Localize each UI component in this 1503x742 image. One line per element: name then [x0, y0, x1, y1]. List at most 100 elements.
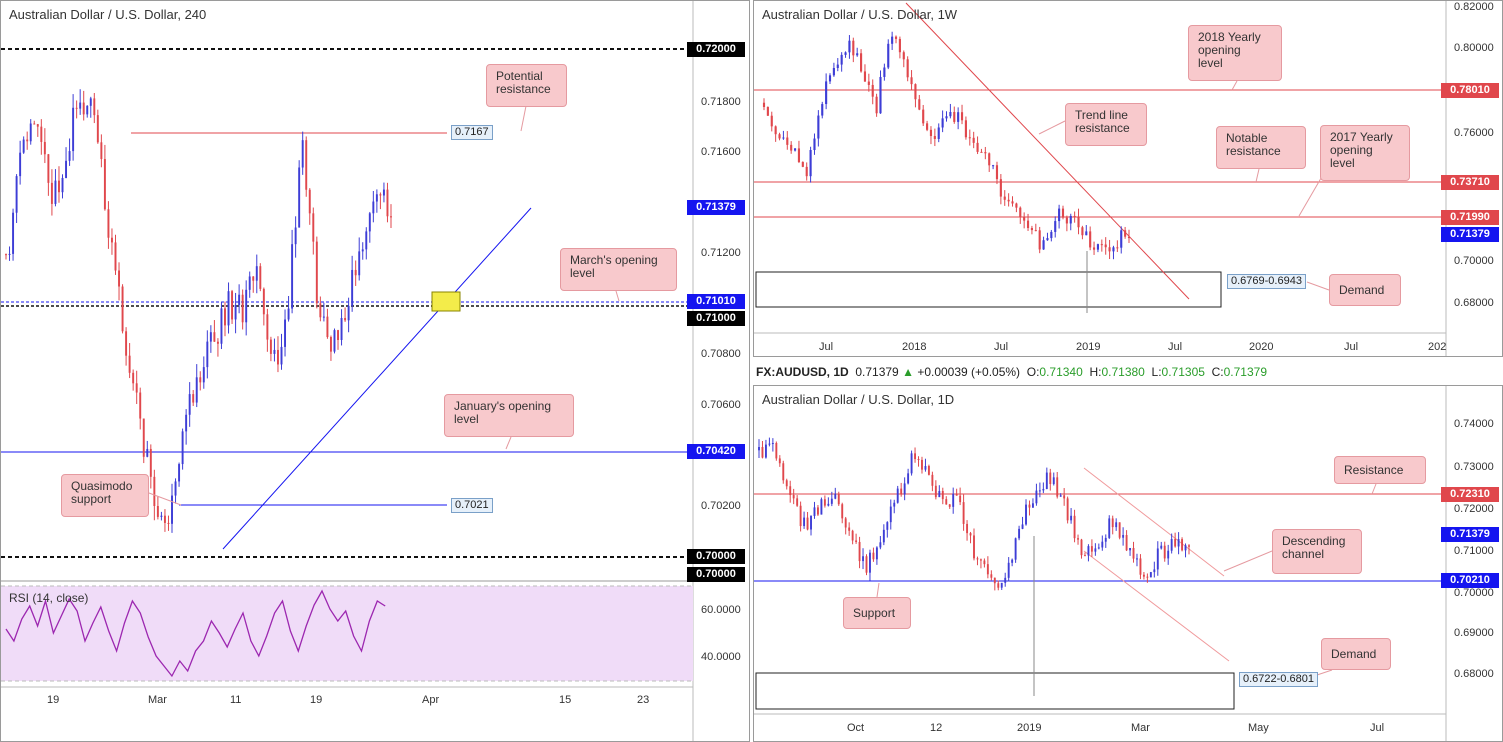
- candle-body: [813, 507, 816, 516]
- candle-body: [1149, 572, 1152, 578]
- candle-body: [820, 499, 823, 515]
- candle-body: [1184, 545, 1187, 551]
- candle-body: [1066, 498, 1069, 521]
- candle-body: [775, 442, 778, 459]
- ohlc-high: 0.71380: [1101, 365, 1145, 379]
- candle-body: [280, 346, 283, 365]
- price-tick: 0.69000: [1454, 627, 1494, 639]
- candle-body: [1073, 515, 1076, 539]
- candle-body: [1177, 539, 1180, 547]
- candle-body: [778, 134, 781, 139]
- price-tag-78010: 0.78010: [1441, 83, 1499, 98]
- candle-body: [1115, 522, 1118, 528]
- candle-body: [806, 517, 809, 530]
- candle-body: [206, 341, 209, 368]
- candle-body: [305, 140, 308, 190]
- candle-body: [841, 504, 844, 519]
- candle-body: [156, 505, 159, 517]
- candle-body: [792, 495, 795, 499]
- candle-body: [860, 53, 863, 72]
- candle-body: [273, 349, 276, 354]
- candle-body: [195, 377, 198, 403]
- candle-body: [1025, 504, 1027, 525]
- candle-body: [1188, 545, 1190, 547]
- candle-body: [1058, 208, 1061, 222]
- candle-body: [914, 84, 917, 100]
- candle-body: [178, 464, 181, 482]
- candle-body: [1035, 490, 1038, 504]
- candle-body: [308, 189, 311, 214]
- callout-pointer: [615, 290, 620, 302]
- candle-body: [1163, 545, 1166, 559]
- candle-body: [379, 194, 382, 196]
- candle-body: [1019, 207, 1022, 218]
- candle-body: [33, 123, 36, 125]
- candle-body: [65, 160, 68, 178]
- candle-body: [213, 332, 216, 342]
- candle-body: [992, 165, 995, 167]
- candle-body: [163, 515, 166, 523]
- time-tick: 12: [930, 722, 943, 734]
- candle-body: [231, 291, 234, 320]
- price-tick: 0.70000: [1454, 587, 1494, 599]
- candle-body: [1042, 488, 1045, 491]
- time-tick: Jul: [1370, 722, 1385, 734]
- price-tag-72310: 0.72310: [1441, 487, 1499, 502]
- chart-plot-weekly[interactable]: [754, 1, 1503, 357]
- candle-body: [817, 115, 820, 139]
- candle-body: [1004, 577, 1007, 583]
- candle-body: [917, 459, 920, 461]
- candle-body: [1104, 537, 1107, 542]
- price-change: +0.00039 (+0.05%): [917, 365, 1021, 379]
- price-tag-72000: 0.72000: [687, 42, 745, 57]
- candle-body: [840, 54, 843, 65]
- candle-body: [805, 166, 808, 177]
- last-price: 0.71379: [855, 365, 899, 379]
- callout-trend-line: Trend line resistance: [1065, 103, 1147, 146]
- price-tick: 0.70800: [701, 348, 741, 360]
- candle-body: [149, 448, 152, 477]
- price-tag-71010: 0.71010: [687, 294, 745, 309]
- highlight-box: [431, 291, 461, 312]
- candle-body: [848, 40, 851, 53]
- candle-body: [47, 154, 50, 183]
- candle-body: [1069, 215, 1072, 224]
- price-tick: 0.73000: [1454, 461, 1494, 473]
- candle-body: [786, 137, 789, 145]
- candle-body: [1127, 236, 1131, 239]
- candle-body: [980, 151, 983, 153]
- candle-body: [790, 144, 793, 151]
- price-tag-70210: 0.70210: [1441, 573, 1499, 588]
- channel-upper: [1083, 467, 1225, 577]
- candle-body: [252, 276, 255, 281]
- candle-body: [72, 107, 75, 152]
- price-tag-70000: 0.70000: [687, 549, 745, 564]
- candle-body: [382, 189, 385, 196]
- candle-body: [926, 123, 929, 130]
- candle-body: [889, 506, 892, 523]
- candle-body: [181, 431, 184, 465]
- candle-body: [1170, 539, 1173, 551]
- candle-body: [959, 495, 962, 503]
- price-tag-71000: 0.71000: [687, 311, 745, 326]
- candle-body: [976, 142, 979, 152]
- candle-body: [865, 556, 868, 573]
- candle-body: [1087, 546, 1090, 556]
- chart-panel-weekly: Australian Dollar / U.S. Dollar, 1W 0.82…: [753, 0, 1503, 357]
- candle-body: [22, 139, 25, 153]
- candle-body: [844, 518, 847, 528]
- callout-pointer: [520, 105, 527, 132]
- candle-body: [1077, 216, 1080, 228]
- level-label-0.7021: 0.7021: [451, 498, 493, 513]
- candle-body: [869, 552, 871, 573]
- candle-body: [858, 541, 861, 562]
- candle-body: [1049, 472, 1052, 485]
- candle-body: [949, 111, 952, 117]
- level-label-0.7167: 0.7167: [451, 125, 493, 140]
- callout-pointer: [876, 582, 880, 598]
- chart-plot-daily[interactable]: [754, 386, 1503, 742]
- time-tick: 2018: [902, 341, 927, 353]
- candle-body: [893, 502, 896, 507]
- chart-plot-240[interactable]: [1, 1, 750, 742]
- candle-body: [809, 150, 812, 177]
